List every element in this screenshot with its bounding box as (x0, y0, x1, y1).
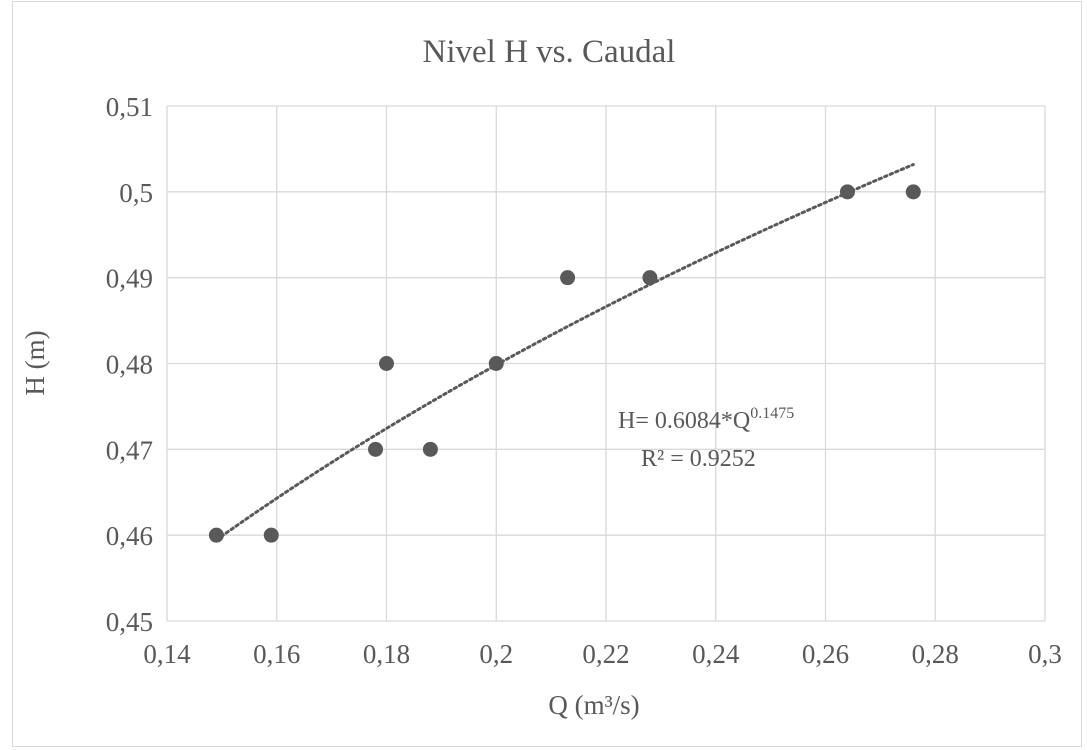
x-tick-label: 0,2 (479, 639, 513, 669)
y-tick-label: 0,5 (119, 178, 153, 208)
data-point (368, 441, 384, 457)
y-tick-label: 0,49 (106, 264, 153, 294)
chart-frame (12, 1, 1082, 747)
x-tick-label: 0,14 (143, 639, 191, 669)
x-tick-label: 0,24 (692, 639, 740, 669)
x-tick-label: 0,26 (802, 639, 849, 669)
data-point (263, 527, 279, 543)
data-point (560, 270, 576, 286)
data-point (379, 356, 394, 371)
chart-title: Nivel H vs. Caudal (423, 34, 676, 70)
equation-text: H= 0.6084*Q (618, 408, 750, 434)
equation-exponent: 0.1475 (750, 405, 794, 422)
data-point (208, 527, 224, 543)
data-point (905, 184, 921, 200)
y-tick-label: 0,47 (106, 435, 153, 465)
trendline (214, 163, 915, 542)
grid (166, 105, 1046, 622)
data-points (208, 184, 921, 543)
y-tick-label: 0,51 (106, 92, 153, 122)
y-axis-label: H (m) (20, 330, 50, 395)
x-tick-label: 0,3 (1028, 639, 1062, 669)
trendline-group (214, 163, 915, 542)
x-tick-label: 0,22 (582, 639, 629, 669)
y-tick-label: 0,48 (106, 350, 153, 380)
trendline-equation: H= 0.6084*Q0.1475 (618, 405, 794, 434)
x-tick-label: 0,16 (253, 639, 300, 669)
y-axis-ticks: 0,45 0,46 0,47 0,48 0,49 0,5 0,51 (106, 92, 153, 637)
r-squared-label: R² = 0.9252 (641, 446, 756, 472)
y-tick-label: 0,45 (106, 607, 153, 637)
data-point (488, 356, 504, 371)
x-axis-ticks: 0,14 0,16 0,18 0,2 0,22 0,24 0,26 0,28 0,3 (143, 639, 1062, 669)
x-tick-label: 0,28 (912, 639, 959, 669)
data-point (642, 270, 658, 286)
x-axis-label: Q (m³/s) (548, 690, 639, 720)
data-point (422, 441, 438, 457)
y-tick-label: 0,46 (106, 521, 153, 551)
data-point (839, 184, 855, 200)
x-tick-label: 0,18 (363, 639, 410, 669)
